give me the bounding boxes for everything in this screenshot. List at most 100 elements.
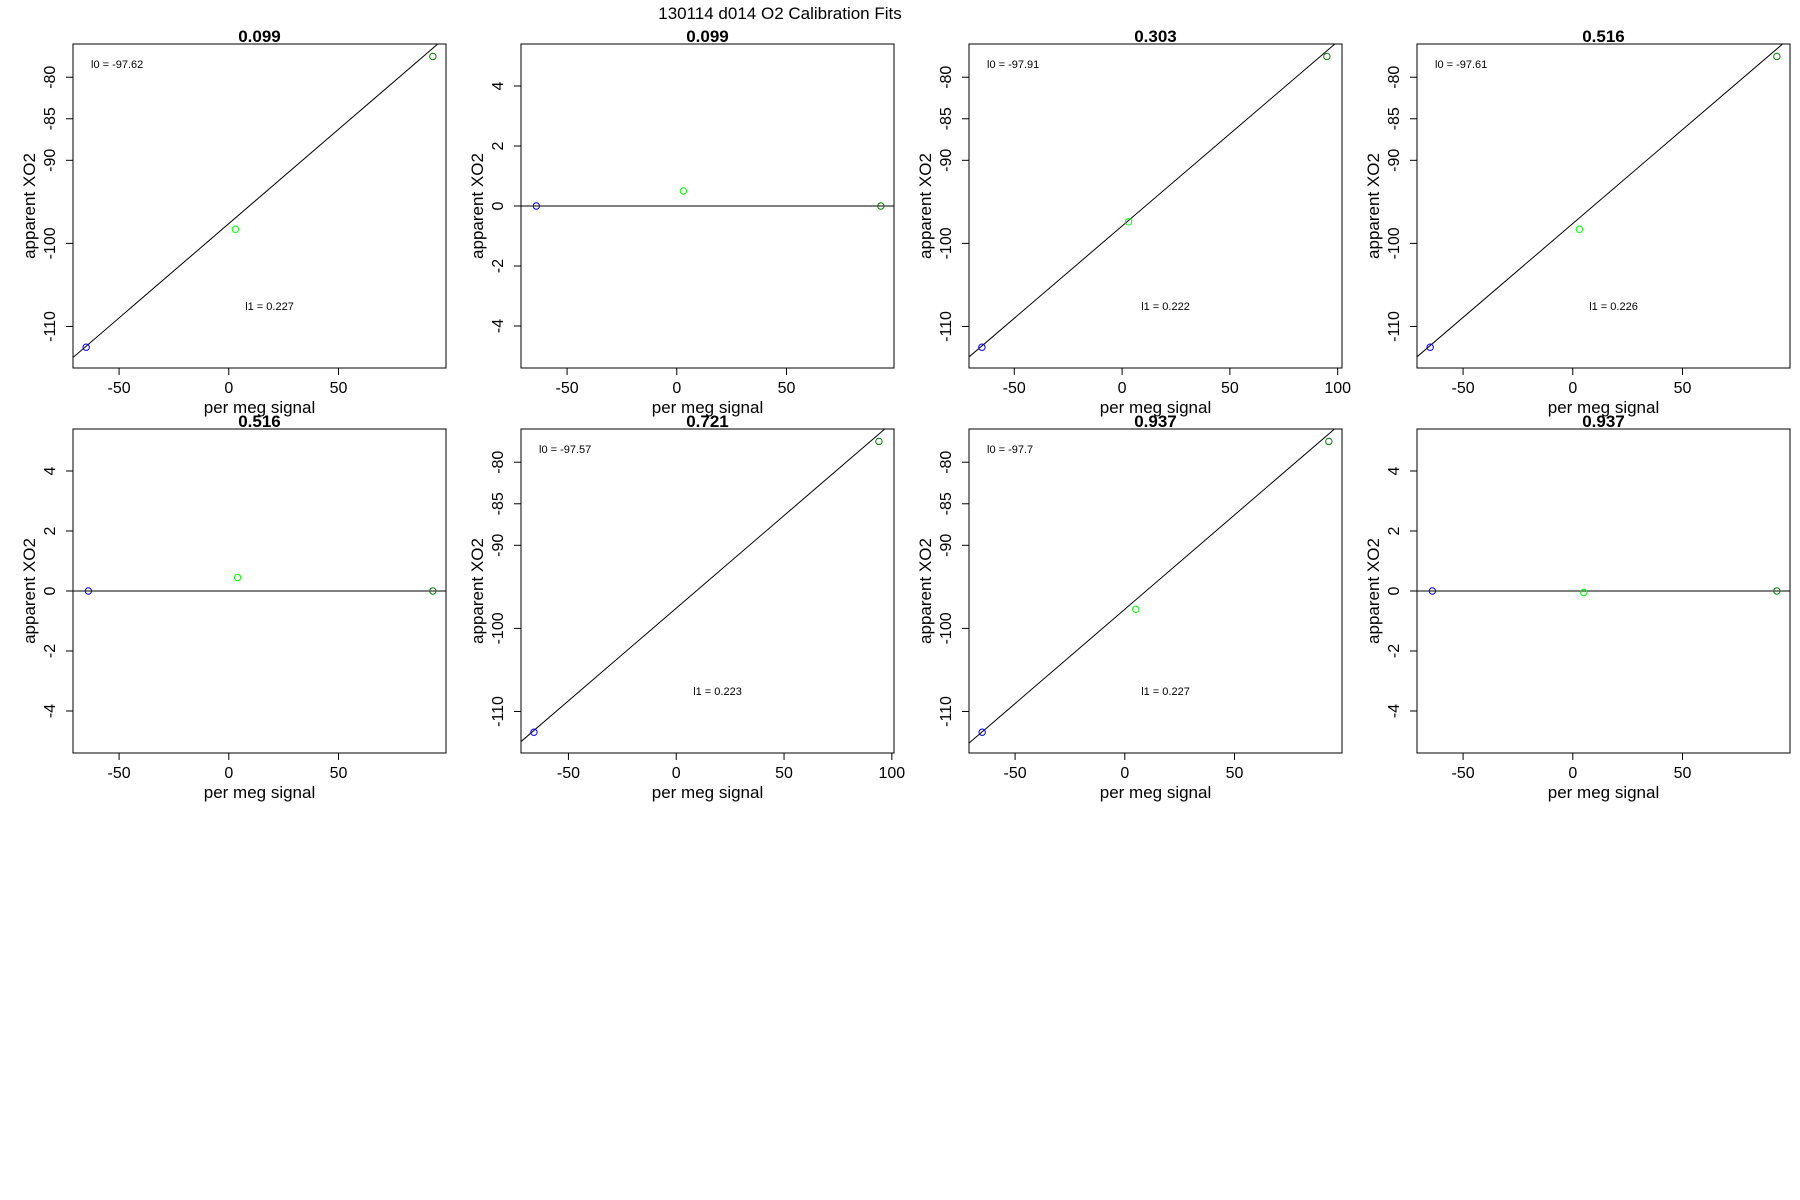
y-tick-label: -100 (938, 227, 955, 259)
y-tick-label: -2 (490, 259, 507, 273)
x-tick-label: 50 (1674, 380, 1692, 397)
data-point-3 (429, 587, 437, 595)
data-point-3 (1323, 52, 1331, 61)
x-tick-label: -50 (1003, 380, 1026, 397)
y-tick-label: -110 (42, 311, 59, 342)
panel-title: 0.937 (1134, 412, 1177, 431)
y-tick-label: -80 (42, 66, 59, 89)
data-point-1 (978, 343, 986, 351)
x-tick-label: -50 (1452, 380, 1475, 397)
data-point-2 (1132, 605, 1140, 613)
slope-annotation: l1 = 0.227 (245, 301, 294, 313)
y-tick-label: -85 (938, 107, 955, 130)
intercept-annotation: l0 = -97.62 (91, 59, 143, 71)
x-tick-label: -50 (557, 765, 580, 782)
panel-4: 0.516 -50 0 50 -110 -100 -90 -85 -80 per meg sign… (1364, 27, 1791, 417)
x-tick-label: -50 (1452, 765, 1475, 782)
data-point-2 (1580, 588, 1588, 597)
data-point-3 (1325, 437, 1333, 446)
panel-2: 0.099 -50 0 50 -4 -2 0 2 4 per meg signal apparent… (468, 27, 895, 417)
x-tick-label: 100 (878, 765, 905, 782)
y-tick-label: -80 (1386, 66, 1403, 89)
y-tick-label: 0 (1386, 586, 1403, 595)
data-point-1 (82, 343, 90, 351)
y-tick-label: 2 (1386, 526, 1403, 535)
data-point-3 (429, 52, 437, 61)
y-tick-label: 0 (42, 586, 59, 595)
plot-frame (1416, 43, 1791, 369)
panel-title: 0.516 (238, 412, 281, 431)
panel-title: 0.721 (686, 412, 729, 431)
y-tick-label: -110 (490, 696, 507, 727)
intercept-annotation: l0 = -97.91 (987, 59, 1039, 71)
x-axis-label: per meg signal (1100, 398, 1212, 417)
plot-frame (968, 428, 1343, 754)
plot-frame (968, 43, 1343, 369)
y-axis-label: apparent XO2 (20, 538, 39, 644)
x-axis-label: per meg signal (1548, 783, 1660, 802)
y-tick-label: -80 (938, 66, 955, 89)
y-tick-label: 0 (490, 201, 507, 210)
y-tick-label: 4 (42, 466, 59, 475)
y-tick-label: -80 (938, 451, 955, 474)
intercept-annotation: l0 = -97.61 (1435, 59, 1487, 71)
x-tick-label: 50 (775, 765, 793, 782)
panels-container: 0.099 -50 0 50 -110 -100 -90 -85 -80 per meg sign… (20, 27, 1791, 802)
fit-line (969, 44, 1336, 358)
data-point-1 (1426, 343, 1434, 351)
y-tick-label: -4 (1386, 704, 1403, 718)
x-axis-label: per meg signal (652, 398, 764, 417)
y-axis-label: apparent XO2 (20, 153, 39, 259)
y-tick-label: -4 (490, 319, 507, 333)
y-tick-label: -85 (42, 107, 59, 130)
y-axis-label: apparent XO2 (1364, 153, 1383, 259)
y-axis-label: apparent XO2 (468, 153, 487, 259)
data-point-2 (679, 187, 688, 195)
y-tick-label: -85 (1386, 107, 1403, 130)
y-tick-label: -80 (490, 451, 507, 474)
data-point-2 (1124, 218, 1133, 226)
y-axis-label: apparent XO2 (916, 538, 935, 644)
y-axis-label: apparent XO2 (468, 538, 487, 644)
panel-title: 0.099 (238, 27, 281, 46)
intercept-annotation: l0 = -97.57 (539, 444, 591, 456)
panel-6: 0.721 -50 0 50 100 -110 -100 -90 -85 -80 per meg s… (468, 412, 905, 802)
panel-3: 0.303 -50 0 50 100 -110 -100 -90 -85 -80 per meg s… (916, 27, 1351, 417)
data-point-3 (1773, 587, 1781, 595)
x-tick-label: 50 (778, 380, 796, 397)
data-point-2 (233, 573, 242, 582)
x-tick-label: 0 (1568, 765, 1577, 782)
slope-annotation: l1 = 0.222 (1141, 301, 1190, 313)
panel-title: 0.099 (686, 27, 729, 46)
y-tick-label: -110 (938, 311, 955, 342)
y-tick-label: -85 (490, 492, 507, 515)
fit-line (73, 44, 439, 358)
x-tick-label: 0 (672, 380, 681, 397)
y-tick-label: -90 (42, 149, 59, 172)
y-tick-label: -110 (938, 696, 955, 727)
y-tick-label: -110 (1386, 311, 1403, 342)
slope-annotation: l1 = 0.223 (693, 686, 742, 698)
y-tick-label: -100 (490, 612, 507, 644)
y-tick-label: -90 (1386, 149, 1403, 172)
panel-8: 0.937 -50 0 50 -4 -2 0 2 4 per meg signal apparent… (1364, 412, 1791, 802)
x-tick-label: 0 (1120, 765, 1129, 782)
x-tick-label: 0 (672, 765, 681, 782)
y-tick-label: -100 (42, 227, 59, 259)
data-point-3 (877, 202, 885, 210)
x-tick-label: -50 (1004, 765, 1027, 782)
fit-line (521, 429, 886, 742)
y-tick-label: 4 (490, 81, 507, 90)
x-tick-label: 0 (1568, 380, 1577, 397)
panel-title: 0.516 (1582, 27, 1625, 46)
figure-title: 130114 d014 O2 Calibration Fits (658, 4, 902, 23)
x-axis-label: per meg signal (204, 398, 316, 417)
x-axis-label: per meg signal (204, 783, 316, 802)
y-tick-label: -100 (1386, 227, 1403, 259)
intercept-annotation: l0 = -97.7 (987, 444, 1033, 456)
y-tick-label: 2 (42, 526, 59, 535)
x-tick-label: -50 (108, 765, 131, 782)
data-point-3 (1773, 52, 1781, 61)
x-axis-label: per meg signal (1100, 783, 1212, 802)
